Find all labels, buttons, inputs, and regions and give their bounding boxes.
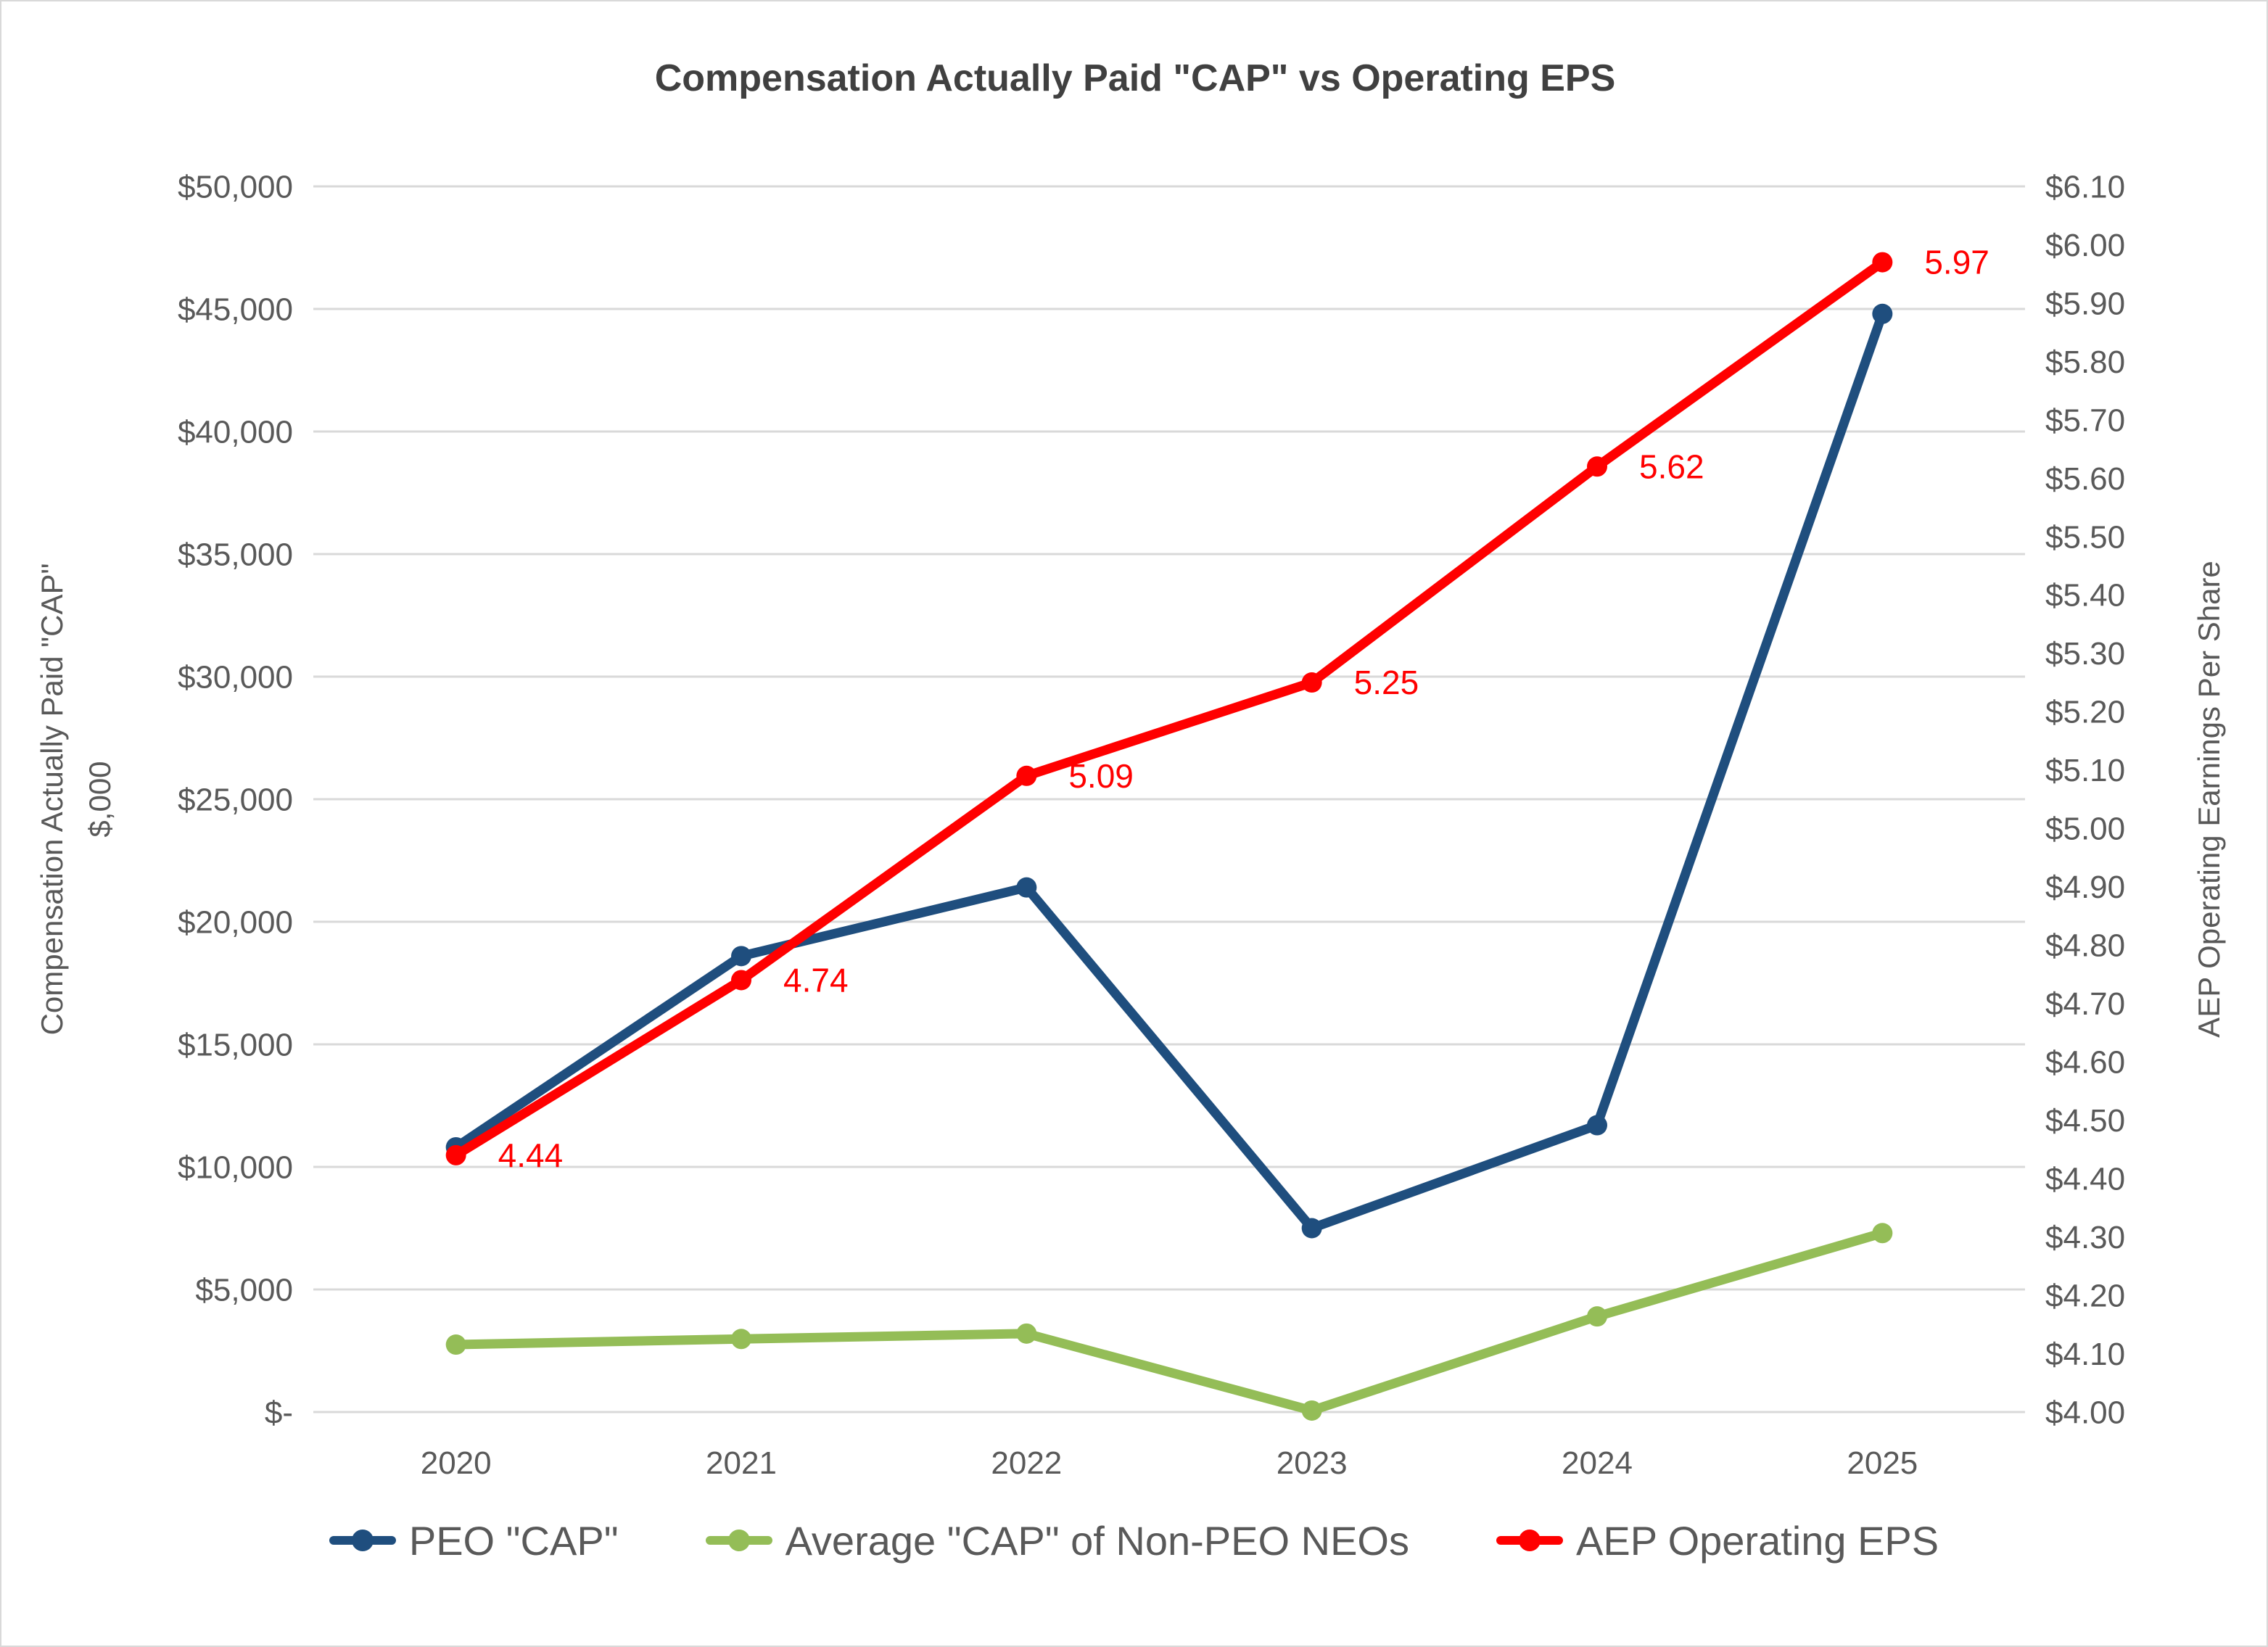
- data-point-label: 5.97: [1924, 244, 1989, 281]
- data-point: [1016, 1323, 1037, 1344]
- x-axis-label: 2022: [991, 1445, 1062, 1481]
- right-axis-tick-label: $5.20: [2045, 695, 2125, 730]
- data-point-label: 5.09: [1068, 757, 1134, 795]
- right-axis-tick-label: $5.70: [2045, 403, 2125, 438]
- right-axis-tick-label: $6.00: [2045, 228, 2125, 263]
- data-point-label: 4.74: [783, 962, 849, 999]
- data-point: [1301, 1400, 1322, 1421]
- right-axis-tick-label: $4.30: [2045, 1220, 2125, 1255]
- left-axis-tick-label: $10,000: [178, 1149, 293, 1185]
- right-axis-tick-label: $4.00: [2045, 1395, 2125, 1430]
- series-group: 4.44 4.74 5.09 5.25 5.62 5.97: [445, 244, 1989, 1421]
- right-axis-tick-label: $5.10: [2045, 753, 2125, 788]
- data-point: [445, 1334, 466, 1355]
- left-axis-title-units: $,000: [83, 761, 117, 837]
- x-axis-label: 2024: [1562, 1445, 1633, 1481]
- left-axis-tick-label: $5,000: [195, 1272, 293, 1308]
- right-axis-tick-label: $5.80: [2045, 344, 2125, 380]
- series-line-2: [451, 257, 1887, 1160]
- right-axis-tick-label: $4.50: [2045, 1103, 2125, 1139]
- right-axis-tick-label: $4.80: [2045, 928, 2125, 964]
- legend-label: AEP Operating EPS: [1575, 1517, 1939, 1564]
- data-point: [1587, 1306, 1607, 1327]
- gridlines: [313, 185, 2025, 1413]
- legend-label: Average "CAP" of Non-PEO NEOs: [785, 1517, 1409, 1564]
- right-axis-tick-label: $4.60: [2045, 1045, 2125, 1081]
- left-axis-tick-labels: $- $5,000 $10,000 $15,000 $20,000 $25,000 $30,…: [178, 169, 293, 1430]
- legend-marker-dot: [727, 1530, 750, 1551]
- right-axis-tick-label: $4.10: [2045, 1337, 2125, 1372]
- data-point: [1587, 1115, 1607, 1136]
- left-axis-tick-label: $15,000: [178, 1027, 293, 1062]
- data-point: [731, 1329, 751, 1350]
- data-point: [1301, 1218, 1322, 1239]
- left-axis-tick-label: $25,000: [178, 782, 293, 817]
- right-axis-tick-label: $5.00: [2045, 812, 2125, 847]
- right-axis-title: AEP Operating Earnings Per Share: [2192, 561, 2226, 1038]
- x-axis-label: 2025: [1847, 1445, 1918, 1481]
- left-axis-title: Compensation Actually Paid "CAP": [35, 564, 69, 1036]
- left-axis-tick-label: $40,000: [178, 414, 293, 450]
- x-axis-label: 2021: [706, 1445, 777, 1481]
- legend-item: AEP Operating EPS: [1496, 1517, 1939, 1564]
- data-point: [1872, 1223, 1893, 1244]
- data-point: [731, 970, 751, 991]
- right-axis-tick-label: $5.40: [2045, 578, 2125, 614]
- data-point: [1301, 672, 1322, 693]
- legend-marker-dot: [351, 1530, 374, 1551]
- x-axis-label: 2023: [1277, 1445, 1348, 1481]
- right-axis-tick-label: $5.60: [2045, 461, 2125, 497]
- data-point: [1872, 303, 1893, 324]
- chart-title: Compensation Actually Paid "CAP" vs Oper…: [655, 57, 1616, 99]
- right-axis-tick-label: $5.30: [2045, 636, 2125, 672]
- data-point-label: 5.25: [1354, 664, 1419, 701]
- legend: PEO "CAP" Average "CAP" of Non-PEO NEOs AE…: [1, 1504, 2267, 1577]
- left-axis-tick-label: $30,000: [178, 659, 293, 695]
- right-axis-tick-label: $4.90: [2045, 870, 2125, 905]
- legend-marker-dot: [1518, 1530, 1541, 1551]
- right-axis-tick-label: $4.20: [2045, 1278, 2125, 1313]
- legend-label: PEO "CAP": [408, 1517, 619, 1564]
- data-point: [445, 1144, 466, 1165]
- data-point: [1872, 252, 1893, 273]
- x-axis-label: 2020: [421, 1445, 492, 1481]
- data-point: [1016, 765, 1037, 786]
- left-axis-tick-label: $50,000: [178, 169, 293, 205]
- legend-item: PEO "CAP": [329, 1517, 619, 1564]
- right-axis-tick-label: $4.40: [2045, 1161, 2125, 1197]
- right-axis-tick-label: $5.50: [2045, 519, 2125, 555]
- data-point-label: 5.62: [1639, 447, 1704, 485]
- right-axis-tick-label: $5.90: [2045, 286, 2125, 321]
- data-point-label: 4.44: [498, 1136, 564, 1174]
- right-axis-tick-label: $6.10: [2045, 169, 2125, 205]
- left-axis-tick-label: $-: [265, 1395, 293, 1430]
- series-line-1: [451, 1228, 1887, 1416]
- data-point: [1587, 456, 1607, 477]
- x-axis-labels: 2020 2021 2022 2023 2024 2025: [421, 1445, 1918, 1481]
- right-axis-tick-label: $4.70: [2045, 986, 2125, 1022]
- right-axis-tick-labels: $4.00 $4.10 $4.20 $4.30 $4.40 $4.50 $4.60 $4.70…: [2045, 169, 2125, 1430]
- data-point: [1016, 877, 1037, 898]
- legend-item: Average "CAP" of Non-PEO NEOs: [705, 1517, 1409, 1564]
- left-axis-tick-label: $20,000: [178, 904, 293, 940]
- legend-marker-icon: [1496, 1528, 1563, 1553]
- left-axis-tick-label: $45,000: [178, 292, 293, 327]
- legend-marker-icon: [329, 1528, 396, 1553]
- data-point: [731, 946, 751, 967]
- left-axis-tick-label: $35,000: [178, 537, 293, 572]
- legend-marker-icon: [705, 1528, 772, 1553]
- series-line-0: [451, 309, 1887, 1233]
